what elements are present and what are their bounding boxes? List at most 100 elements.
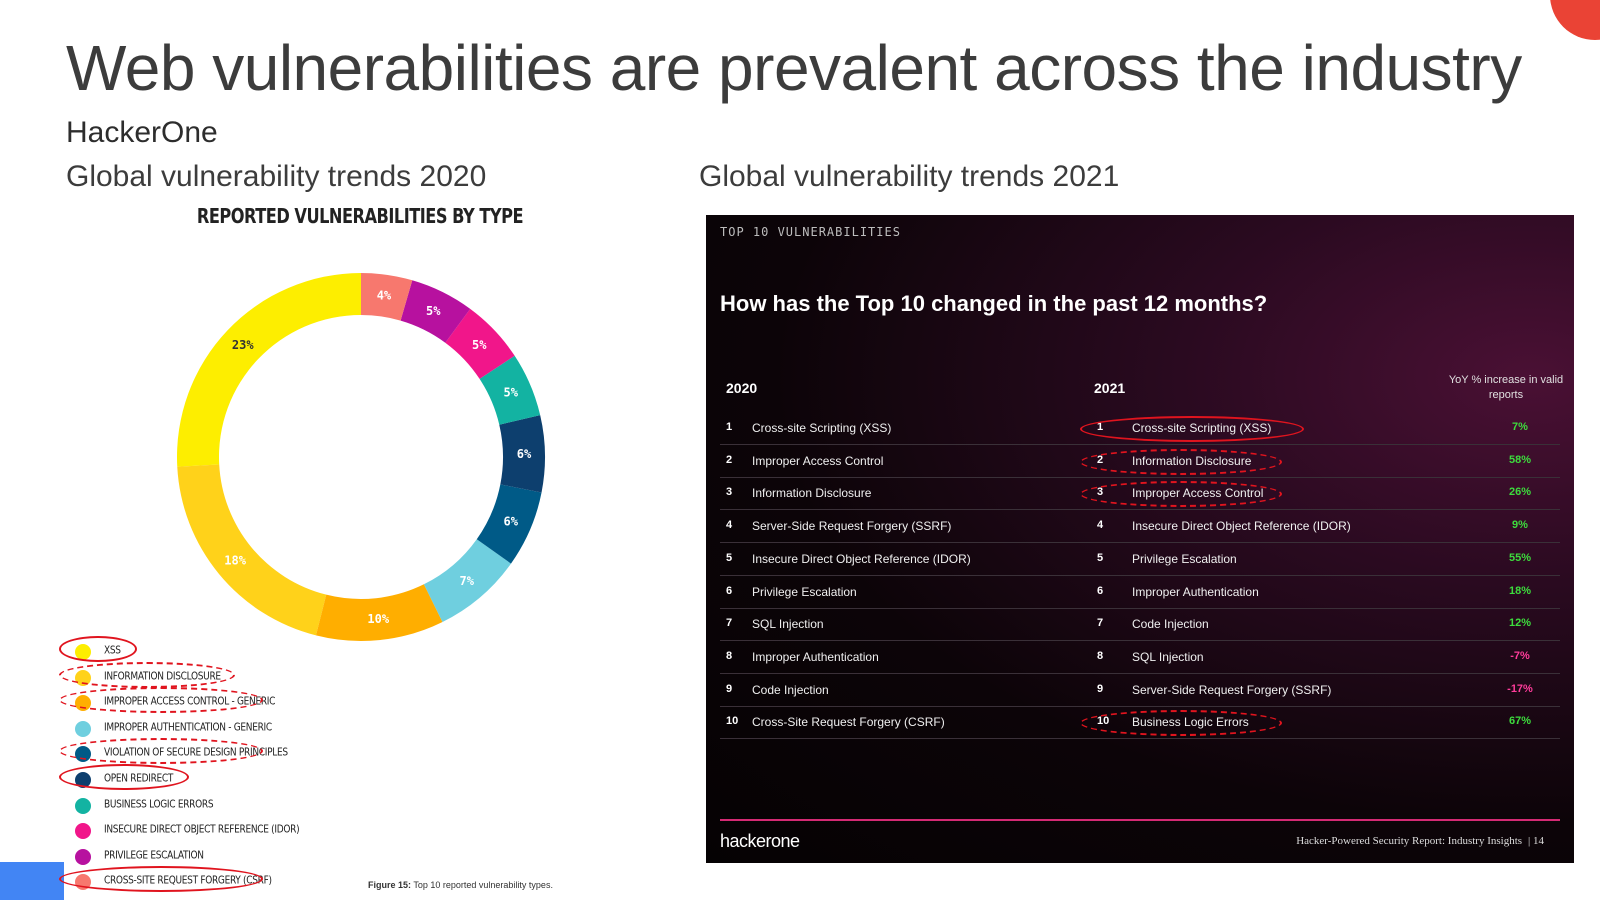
column-2021: 2021 bbox=[1094, 380, 1126, 396]
table-row: 2 Improper Access Control 2 Information Dis… bbox=[720, 444, 1560, 478]
vuln-2021: SQL Injection bbox=[1132, 649, 1204, 664]
yoy-value: 7% bbox=[1512, 421, 1528, 433]
legend-item: VIOLATION OF SECURE DESIGN PRINCIPLES bbox=[56, 738, 356, 765]
rank-2020: 4 bbox=[726, 519, 733, 532]
highlight-ring bbox=[59, 764, 189, 790]
slice-label: 6% bbox=[504, 514, 519, 528]
vuln-2020: Cross-Site Request Forgery (CSRF) bbox=[752, 715, 945, 730]
legend-item: IMPROPER AUTHENTICATION - GENERIC bbox=[56, 718, 356, 740]
legend-item: BUSINESS LOGIC ERRORS bbox=[56, 795, 356, 817]
footer-text: Hacker-Powered Security Report: Industry… bbox=[1296, 835, 1523, 847]
figure-caption: Figure 15: Top 10 reported vulnerability… bbox=[368, 880, 553, 890]
yoy-value: 58% bbox=[1508, 453, 1532, 466]
footer-page: | 14 bbox=[1528, 835, 1544, 847]
donut-slice bbox=[423, 539, 511, 622]
rank-2020: 7 bbox=[726, 617, 733, 630]
vuln-2020: Improper Authentication bbox=[752, 649, 879, 664]
table-row: 10 Cross-Site Request Forgery (CSRF) 10 Bus… bbox=[720, 705, 1560, 740]
caption-text: Top 10 reported vulnerability types. bbox=[413, 880, 553, 890]
legend-label: INSECURE DIRECT OBJECT REFERENCE (IDOR) bbox=[104, 823, 300, 836]
highlight-ring bbox=[1080, 481, 1282, 508]
yoy-value: 18% bbox=[1508, 584, 1532, 597]
highlight-ring bbox=[59, 661, 236, 688]
rank-2020: 10 bbox=[726, 715, 739, 728]
corner-decoration bbox=[1550, 0, 1600, 40]
legend-item: CROSS-SITE REQUEST FORGERY (CSRF) bbox=[56, 866, 356, 893]
rank-2020: 1 bbox=[726, 421, 733, 433]
yoy-value: 67% bbox=[1508, 715, 1532, 728]
column-2020: 2020 bbox=[726, 380, 758, 396]
donut-slice bbox=[400, 280, 471, 343]
yoy-value: -17% bbox=[1507, 682, 1533, 695]
rank-2021: 4 bbox=[1097, 519, 1104, 532]
donut-slice bbox=[361, 273, 413, 321]
slice-label: 7% bbox=[460, 574, 475, 588]
highlight-ring bbox=[1080, 448, 1282, 475]
slice-label: 5% bbox=[472, 338, 487, 352]
vuln-2020: Improper Access Control bbox=[752, 453, 884, 468]
rank-2021: 6 bbox=[1097, 584, 1104, 597]
table-row: 9 Code Injection 9 Server-Side Request Forg… bbox=[720, 673, 1560, 707]
vuln-2021: Privilege Escalation bbox=[1132, 551, 1237, 566]
top10-panel: TOP 10 VULNERABILITIES How has the Top 1… bbox=[706, 215, 1574, 863]
slice-label: 6% bbox=[517, 447, 532, 461]
highlight-ring bbox=[1080, 710, 1282, 737]
yoy-value: 26% bbox=[1508, 486, 1532, 499]
table-row: 3 Information Disclosure 3 Improper Access … bbox=[720, 476, 1560, 511]
vuln-2021: Code Injection bbox=[1132, 617, 1209, 632]
slice-label: 4% bbox=[377, 289, 392, 303]
caption-label: Figure 15: bbox=[368, 880, 412, 890]
rank-2021: 5 bbox=[1097, 551, 1104, 564]
vuln-2020: Privilege Escalation bbox=[752, 584, 857, 599]
vuln-2020: Code Injection bbox=[752, 682, 829, 697]
corner-block bbox=[0, 862, 64, 900]
legend-swatch bbox=[75, 720, 91, 737]
slice-label: 5% bbox=[504, 386, 519, 400]
yoy-value: -7% bbox=[1510, 649, 1530, 662]
vuln-2020: Information Disclosure bbox=[752, 486, 872, 501]
table-row: 7 SQL Injection 7 Code Injection 12% bbox=[720, 607, 1560, 642]
legend-item: OPEN REDIRECT bbox=[56, 764, 356, 791]
rank-2021: 7 bbox=[1097, 617, 1104, 630]
donut-slice bbox=[177, 273, 361, 467]
legend-label: IMPROPER AUTHENTICATION - GENERIC bbox=[104, 721, 272, 734]
vuln-2021: Server-Side Request Forgery (SSRF) bbox=[1132, 682, 1332, 697]
rank-2020: 5 bbox=[726, 551, 733, 564]
left-subtitle: Global vulnerability trends 2020 bbox=[66, 160, 487, 193]
donut-slice bbox=[499, 415, 545, 493]
hackerone-logo: hackerone bbox=[720, 831, 800, 851]
legend-swatch bbox=[75, 797, 91, 814]
donut-slice bbox=[445, 308, 515, 379]
company-name: HackerOne bbox=[66, 116, 218, 149]
donut-chart: 23% 18% 10% 7% 6% 6% 5% 5% 5% 4% bbox=[177, 273, 545, 641]
table-row: 1 Cross-site Scripting (XSS) 1 Cross-site S… bbox=[720, 411, 1560, 445]
legend-item: INSECURE DIRECT OBJECT REFERENCE (IDOR) bbox=[56, 820, 356, 842]
slice-label: 5% bbox=[426, 304, 441, 318]
legend-swatch bbox=[75, 823, 91, 840]
vuln-2020: Insecure Direct Object Reference (IDOR) bbox=[752, 551, 971, 566]
highlight-ring bbox=[59, 636, 137, 662]
legend-swatch bbox=[75, 848, 91, 865]
rank-2021: 9 bbox=[1097, 682, 1104, 695]
donut-slice bbox=[177, 464, 327, 636]
vuln-2020: Cross-site Scripting (XSS) bbox=[752, 421, 892, 435]
table-row: 5 Insecure Direct Object Reference (IDOR)… bbox=[720, 542, 1560, 576]
donut-slice bbox=[479, 355, 541, 425]
vuln-2020: SQL Injection bbox=[752, 617, 824, 632]
highlight-ring bbox=[59, 738, 263, 765]
rank-2020: 2 bbox=[726, 453, 733, 466]
legend-item: PRIVILEGE ESCALATION bbox=[56, 846, 356, 868]
highlight-ring bbox=[59, 866, 263, 893]
vuln-2021: Improper Authentication bbox=[1132, 584, 1259, 599]
right-subtitle: Global vulnerability trends 2021 bbox=[699, 160, 1120, 193]
panel-question: How has the Top 10 changed in the past 1… bbox=[720, 291, 1268, 316]
chart-title: REPORTED VULNERABILITIES BY TYPE bbox=[196, 204, 524, 229]
column-yoy: YoY % increase in valid reports bbox=[1448, 374, 1564, 401]
rank-2020: 3 bbox=[726, 486, 733, 499]
table-row: 4 Server-Side Request Forgery (SSRF) 4 Inse… bbox=[720, 509, 1560, 544]
rank-2020: 9 bbox=[726, 682, 733, 695]
legend-label: PRIVILEGE ESCALATION bbox=[104, 849, 204, 862]
legend-label: BUSINESS LOGIC ERRORS bbox=[104, 798, 214, 811]
yoy-value: 55% bbox=[1508, 551, 1532, 564]
table-row: 6 Privilege Escalation 6 Improper Authentic… bbox=[720, 575, 1560, 609]
